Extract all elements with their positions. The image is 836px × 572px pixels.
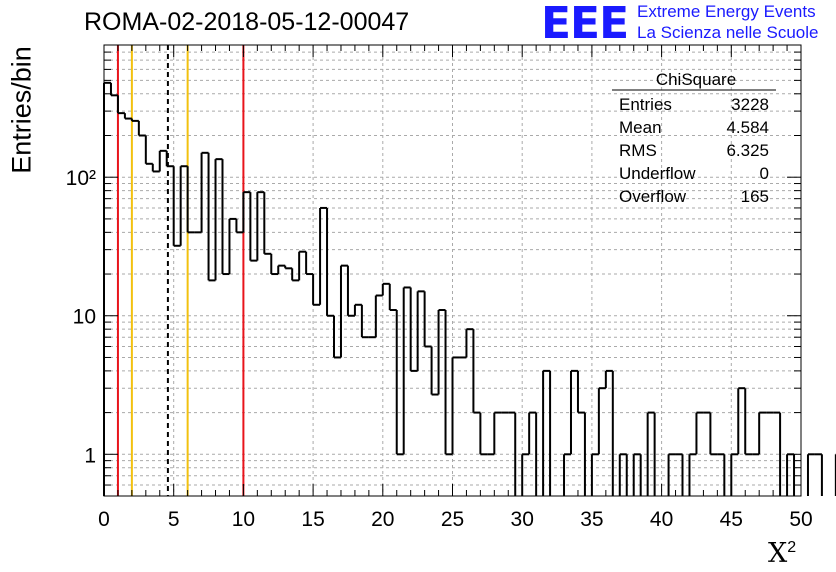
y-tick-label: 1 (84, 444, 96, 467)
y-tick-label: 10 (73, 306, 96, 329)
x-axis-label-superscript: 2 (787, 539, 797, 556)
x-tick-label: 40 (650, 508, 673, 531)
x-tick-label: 35 (580, 508, 603, 531)
x-axis-label: X2 (768, 538, 796, 569)
page-title: ROMA-02-2018-05-12-00047 (84, 8, 410, 36)
org-name-line1: Extreme Energy Events (637, 2, 816, 21)
eee-logo: EEE (541, 0, 629, 49)
x-tick-label: 25 (441, 508, 464, 531)
stats-value: 3228 (731, 95, 769, 114)
x-tick-label: 10 (232, 508, 255, 531)
stats-value: 165 (741, 187, 769, 206)
y-tick-label: 10² (66, 167, 96, 190)
x-tick-label: 5 (168, 508, 180, 531)
stats-box: ChiSquare Entries 3228 Mean 4.584 RMS 6.325 Und… (612, 70, 776, 206)
x-tick-label: 0 (98, 508, 110, 531)
axes: 0 5 10 15 20 25 30 35 40 45 50 1 10 10² (66, 44, 813, 531)
x-axis-label-symbol: X (768, 538, 788, 569)
x-tick-label: 15 (301, 508, 324, 531)
stats-value: 0 (760, 164, 769, 183)
x-tick-label: 50 (789, 508, 812, 531)
x-tick-label: 20 (371, 508, 394, 531)
stats-label: Overflow (619, 187, 687, 206)
stats-label: Entries (619, 95, 672, 114)
org-name-line2: La Scienza nelle Scuole (637, 23, 819, 42)
stats-value: 4.584 (726, 118, 769, 137)
stats-label: RMS (619, 141, 657, 160)
stats-value: 6.325 (726, 141, 769, 160)
x-tick-label: 30 (511, 508, 534, 531)
grid (104, 45, 801, 496)
x-tick-label: 45 (720, 508, 743, 531)
histogram-bins (103, 81, 836, 496)
stats-label: Underflow (619, 164, 696, 183)
stats-title: ChiSquare (656, 70, 736, 89)
vertical-marker-lines (116, 45, 245, 496)
stats-label: Mean (619, 118, 662, 137)
